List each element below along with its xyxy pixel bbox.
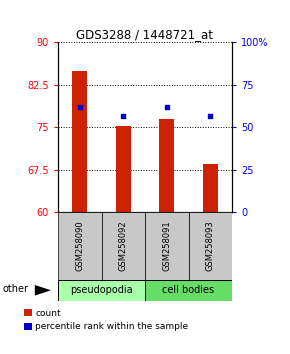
Text: GSM258092: GSM258092 bbox=[119, 221, 128, 272]
Bar bbox=[72, 71, 87, 212]
Point bbox=[164, 104, 169, 110]
Bar bbox=[145, 280, 232, 301]
Point bbox=[121, 113, 126, 118]
Point bbox=[208, 113, 213, 118]
Text: GSM258090: GSM258090 bbox=[75, 221, 84, 272]
Bar bbox=[58, 212, 102, 280]
Bar bbox=[188, 212, 232, 280]
Text: GSM258091: GSM258091 bbox=[162, 221, 171, 272]
Bar bbox=[203, 164, 218, 212]
Polygon shape bbox=[35, 285, 51, 296]
Bar bbox=[145, 212, 188, 280]
Text: other: other bbox=[3, 284, 29, 294]
Text: pseudopodia: pseudopodia bbox=[70, 285, 133, 295]
Bar bbox=[102, 212, 145, 280]
Legend: count, percentile rank within the sample: count, percentile rank within the sample bbox=[24, 309, 188, 331]
Text: GSM258093: GSM258093 bbox=[206, 221, 215, 272]
Bar bbox=[116, 126, 131, 212]
Title: GDS3288 / 1448721_at: GDS3288 / 1448721_at bbox=[77, 28, 213, 41]
Point bbox=[77, 104, 82, 110]
Text: cell bodies: cell bodies bbox=[162, 285, 215, 295]
Bar bbox=[58, 280, 145, 301]
Bar bbox=[159, 119, 174, 212]
